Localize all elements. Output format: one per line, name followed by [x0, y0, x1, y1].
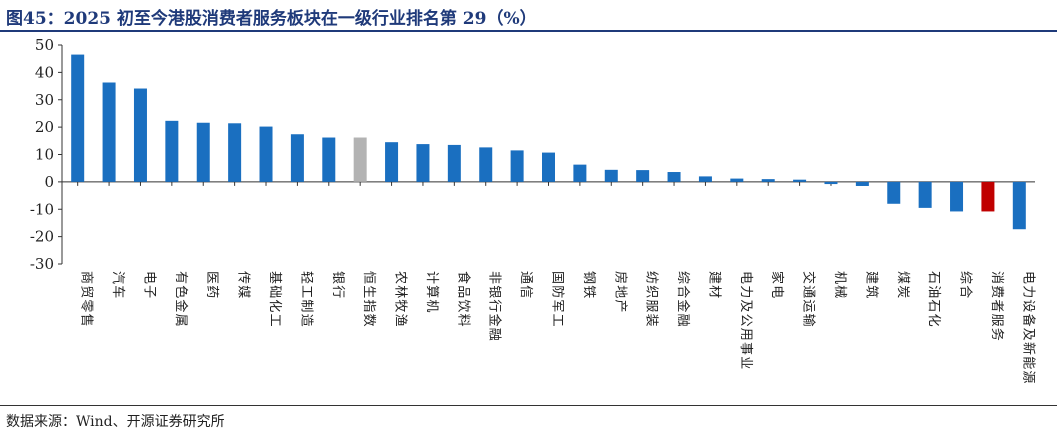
bar-23	[793, 179, 807, 182]
bar-29	[981, 181, 995, 212]
x-category-label: 房地产	[612, 271, 628, 314]
bar-6	[259, 126, 273, 182]
x-category-label: 汽车	[110, 271, 126, 299]
bar-1	[102, 82, 116, 182]
bar-21	[730, 178, 744, 182]
bar-15	[542, 152, 555, 182]
x-category-label: 纺织服装	[644, 271, 659, 328]
bar-28	[950, 181, 964, 212]
x-category-label: 计算机	[424, 271, 439, 314]
y-tick-label: 50	[35, 36, 54, 54]
y-tick-label: 20	[35, 118, 54, 136]
y-tick-label: 40	[35, 63, 54, 81]
bar-13	[479, 147, 493, 182]
bar-7	[290, 134, 304, 182]
x-category-label: 家电	[769, 271, 785, 299]
x-category-label: 医药	[204, 271, 219, 299]
x-category-label: 传媒	[236, 271, 251, 299]
y-tick-label: -30	[30, 255, 54, 273]
footer-divider	[0, 405, 1057, 406]
bar-24	[824, 181, 838, 185]
bar-16	[573, 164, 587, 182]
bar-17	[604, 169, 618, 182]
bar-25	[855, 181, 869, 186]
bar-10	[385, 142, 399, 182]
y-tick-label: 30	[35, 91, 54, 109]
bars	[71, 54, 1026, 230]
x-category-label: 建筑	[863, 271, 879, 299]
x-category-label: 国防军工	[550, 271, 566, 328]
x-category-label: 基础化工	[267, 271, 282, 328]
bar-chart: -30 -20 -10 0 10 20 30 40 50 商贸零售 汽车 电子 有色金属 医药 传媒 基础化…	[30, 36, 1037, 385]
bar-19	[667, 172, 681, 182]
bar-5	[228, 123, 242, 182]
x-category-label: 电子	[141, 271, 156, 299]
x-category-label: 电力及公用事业	[738, 271, 753, 370]
bar-12	[447, 144, 461, 182]
bar-27	[918, 181, 932, 208]
bar-20	[698, 176, 712, 182]
x-category-label: 建材	[706, 271, 721, 299]
y-tick-label: -10	[30, 200, 54, 218]
y-tick-label: 10	[35, 146, 54, 164]
x-category-label: 交通运输	[801, 271, 817, 328]
bar-0	[71, 54, 85, 182]
x-category-label: 综合金融	[675, 271, 691, 328]
title-divider	[0, 30, 1057, 32]
x-category-label: 通信	[518, 271, 533, 299]
x-category-label: 钢铁	[581, 271, 596, 299]
x-category-label: 食品饮料	[455, 271, 471, 328]
bar-2	[133, 88, 147, 182]
bar-14	[510, 150, 524, 182]
x-axis-labels: 商贸零售 汽车 电子 有色金属 医药 传媒 基础化工 轻工制造 银行 恒生指数 农林牧渔 计算机 食品饮…	[79, 271, 1037, 385]
bar-9	[353, 137, 367, 182]
y-tick-label: -20	[30, 228, 54, 246]
bar-4	[196, 122, 210, 182]
x-category-label: 恒生指数	[361, 271, 376, 328]
x-category-label: 石油石化	[926, 271, 941, 328]
x-category-label: 非银行金融	[487, 271, 503, 342]
bar-8	[322, 137, 336, 182]
source-note: 数据来源：Wind、开源证券研究所	[6, 414, 225, 430]
x-category-label: 商贸零售	[79, 271, 95, 328]
bar-30	[1012, 181, 1026, 230]
y-tick-label: 0	[44, 173, 54, 191]
x-category-label: 综合	[958, 271, 973, 299]
bar-18	[636, 170, 650, 182]
x-category-label: 电力设备及新能源	[1020, 271, 1036, 385]
bar-3	[165, 120, 179, 182]
bar-26	[887, 181, 901, 204]
bar-22	[761, 179, 775, 182]
bar-11	[416, 144, 430, 182]
x-category-label: 农林牧渔	[393, 271, 408, 328]
y-axis: -30 -20 -10 0 10 20 30 40 50	[30, 36, 1035, 273]
chart-title: 图45：2025 初至今港股消费者服务板块在一级行业排名第 29（%）	[6, 9, 537, 29]
x-category-label: 银行	[330, 271, 345, 299]
x-category-label: 轻工制造	[298, 271, 313, 328]
x-category-label: 消费者服务	[989, 271, 1005, 342]
x-category-label: 煤炭	[895, 271, 910, 299]
x-category-label: 机械	[832, 271, 847, 299]
x-category-label: 有色金属	[173, 271, 189, 328]
